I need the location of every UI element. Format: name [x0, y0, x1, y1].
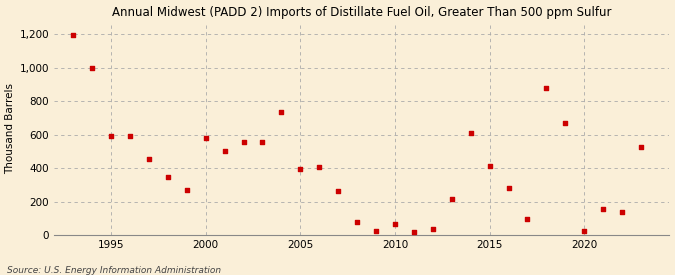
Point: [617, 210, 628, 214]
Point: [86, 65, 97, 70]
Point: [314, 164, 325, 169]
Point: [541, 86, 551, 90]
Point: [371, 229, 381, 233]
Point: [182, 188, 192, 192]
Point: [295, 167, 306, 171]
Point: [238, 140, 249, 145]
Point: [200, 136, 211, 140]
Point: [124, 133, 135, 138]
Text: Source: U.S. Energy Information Administration: Source: U.S. Energy Information Administ…: [7, 266, 221, 275]
Point: [389, 222, 400, 227]
Point: [636, 144, 647, 149]
Point: [105, 134, 116, 139]
Point: [219, 148, 230, 153]
Point: [408, 230, 419, 234]
Point: [257, 140, 268, 145]
Y-axis label: Thousand Barrels: Thousand Barrels: [5, 83, 16, 174]
Point: [465, 131, 476, 135]
Point: [352, 220, 362, 224]
Point: [276, 110, 287, 114]
Point: [522, 217, 533, 222]
Point: [560, 121, 571, 125]
Point: [579, 229, 590, 233]
Point: [446, 197, 457, 202]
Point: [68, 33, 78, 37]
Title: Annual Midwest (PADD 2) Imports of Distillate Fuel Oil, Greater Than 500 ppm Sul: Annual Midwest (PADD 2) Imports of Disti…: [112, 6, 612, 18]
Point: [333, 189, 344, 193]
Point: [598, 206, 609, 211]
Point: [503, 185, 514, 190]
Point: [427, 226, 438, 231]
Point: [484, 164, 495, 168]
Point: [144, 157, 155, 161]
Point: [163, 174, 173, 179]
